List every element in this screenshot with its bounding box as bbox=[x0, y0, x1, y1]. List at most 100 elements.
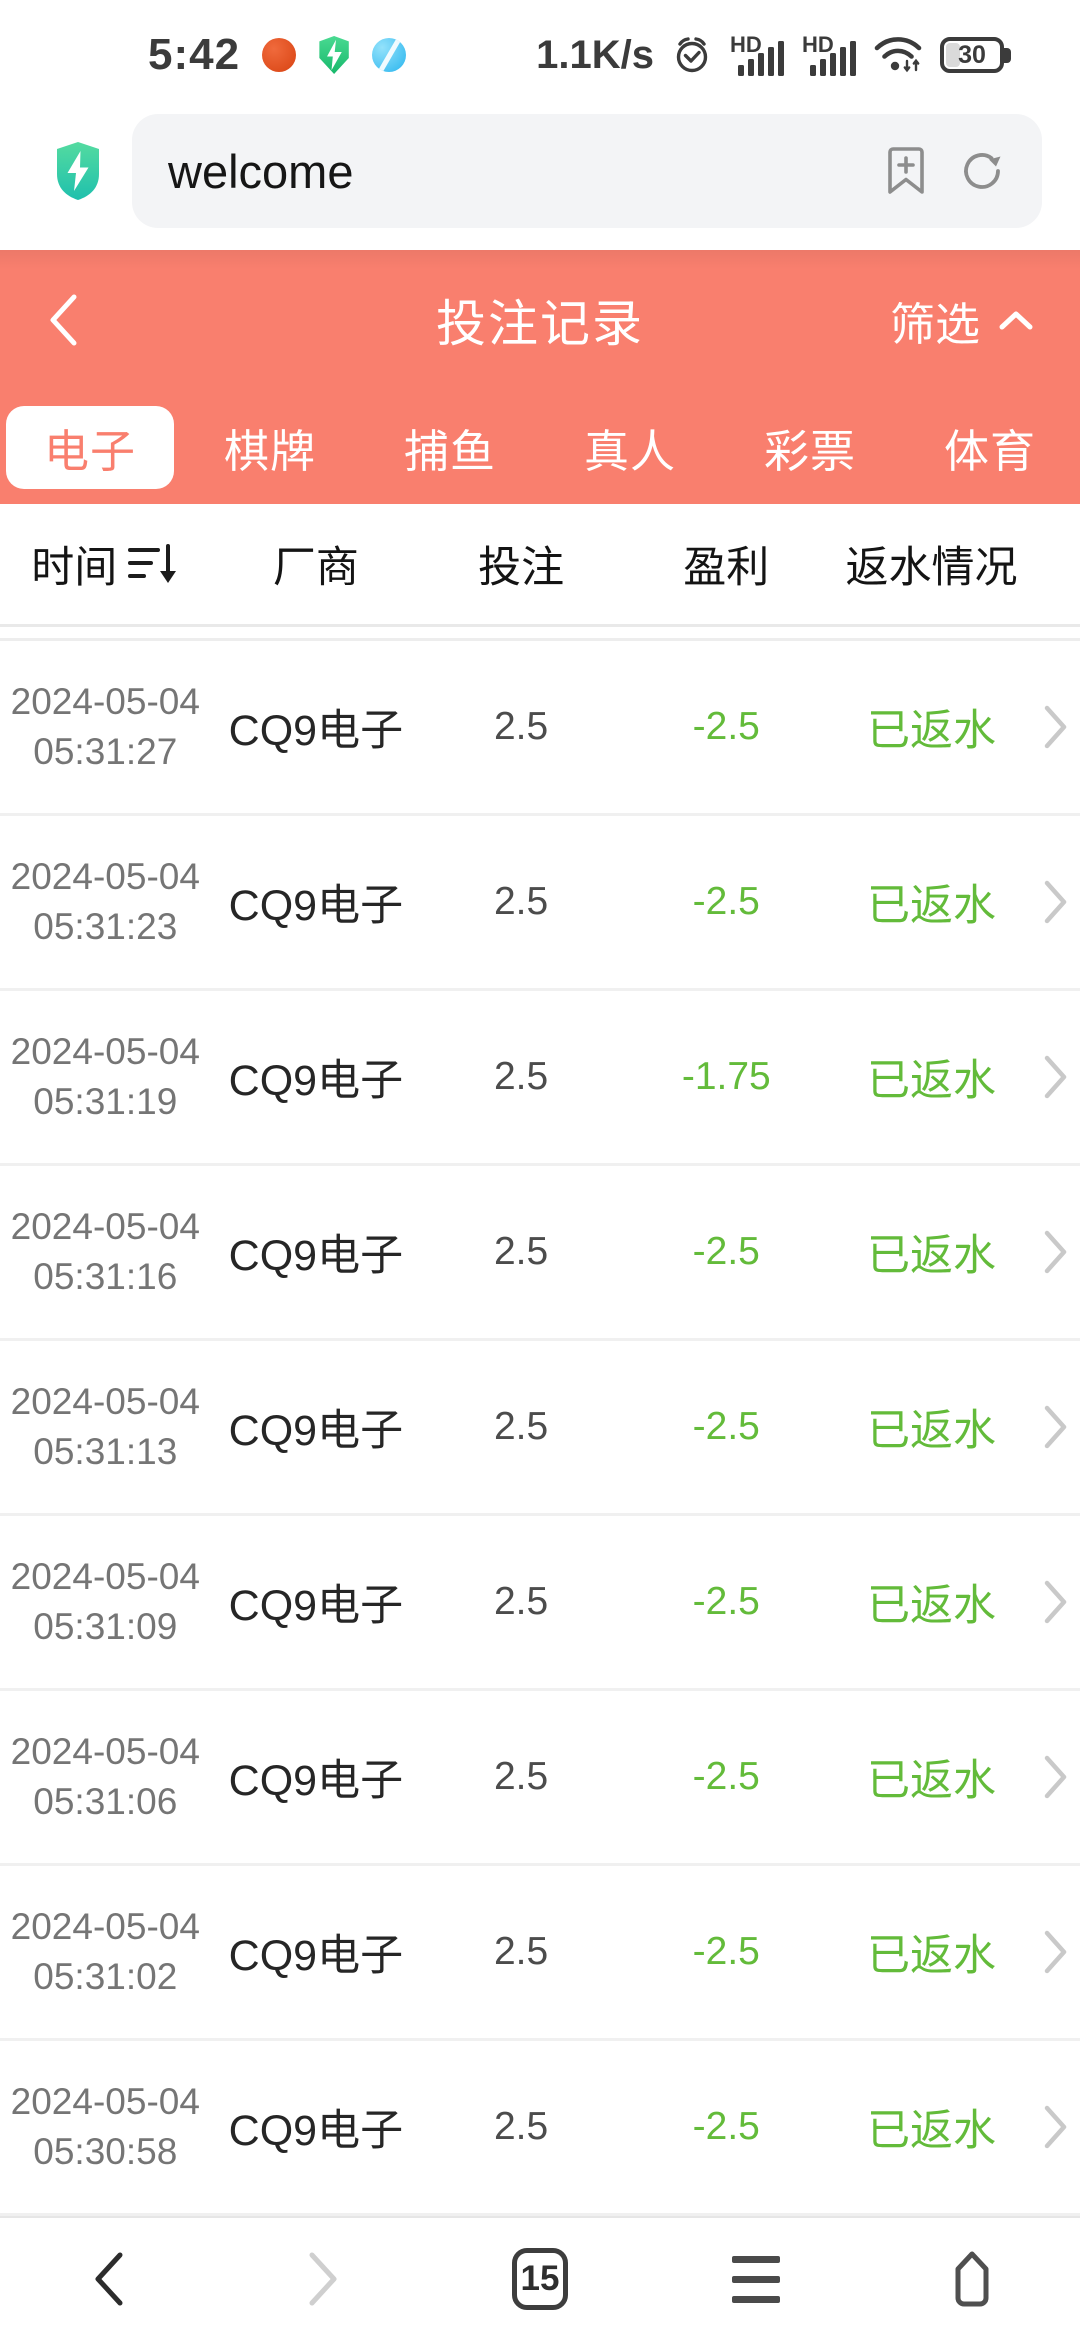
url-bar[interactable]: welcome bbox=[132, 114, 1042, 228]
row-chevron-icon bbox=[1044, 1055, 1066, 1099]
bet-time-cell: 2024-05-04 05:31:19 bbox=[0, 1027, 211, 1127]
row-chevron-icon bbox=[1044, 705, 1066, 749]
bet-amount-cell: 2.5 bbox=[421, 1580, 621, 1624]
bet-amount-cell: 2.5 bbox=[421, 1405, 621, 1449]
tab-5[interactable]: 体育 bbox=[900, 406, 1080, 489]
bet-date: 2024-05-04 bbox=[10, 1731, 200, 1773]
table-row[interactable]: 2024-05-04 05:31:13 CQ9电子 2.5 -2.5 已返水 bbox=[0, 1341, 1080, 1516]
table-row[interactable]: 2024-05-04 05:30:58 CQ9电子 2.5 -2.5 已返水 bbox=[0, 2041, 1080, 2216]
table-row[interactable]: 2024-05-04 05:31:19 CQ9电子 2.5 -1.75 已返水 bbox=[0, 991, 1080, 1166]
table-header: 时间 厂商 投注 盈利 返水情况 bbox=[0, 504, 1080, 627]
nav-back-button[interactable] bbox=[0, 2250, 216, 2308]
nav-back-icon bbox=[95, 2252, 123, 2306]
browser-bottom-nav: 15 bbox=[0, 2216, 1080, 2340]
profit-value: -2.5 bbox=[692, 1230, 760, 1273]
profit-value: -2.5 bbox=[692, 1580, 760, 1623]
profit-cell: -2.5 bbox=[621, 1580, 832, 1624]
bet-records-list[interactable]: 2024-05-04 05:31:27 CQ9电子 2.5 -2.5 已返水 2024-05… bbox=[0, 627, 1080, 2216]
column-header-label: 厂商 bbox=[272, 544, 359, 592]
rebate-status: 已返水 bbox=[866, 707, 996, 755]
nav-forward-button[interactable] bbox=[216, 2250, 432, 2308]
vendor-cell: CQ9电子 bbox=[211, 1921, 422, 1983]
vendor-name: CQ9电子 bbox=[228, 1757, 404, 1805]
nav-home-button[interactable] bbox=[864, 2250, 1080, 2308]
row-chevron-icon bbox=[1044, 880, 1066, 924]
profit-cell: -2.5 bbox=[621, 1755, 832, 1799]
table-row[interactable]: 2024-05-04 05:31:02 CQ9电子 2.5 -2.5 已返水 bbox=[0, 1866, 1080, 2041]
vendor-cell: CQ9电子 bbox=[211, 1746, 422, 1808]
bookmark-add-icon[interactable] bbox=[884, 145, 928, 197]
status-bar-left: 5:42 bbox=[148, 30, 407, 80]
profit-cell: -2.5 bbox=[621, 705, 832, 749]
column-header-1: 厂商 bbox=[211, 533, 422, 595]
tab-1[interactable]: 棋牌 bbox=[180, 406, 360, 489]
rebate-status: 已返水 bbox=[866, 1932, 996, 1980]
home-icon bbox=[955, 2251, 989, 2307]
column-header-4: 返水情况 bbox=[832, 533, 1032, 595]
signal-sim1-icon: HD bbox=[730, 32, 784, 78]
bet-amount-cell: 2.5 bbox=[421, 880, 621, 924]
bet-amount: 2.5 bbox=[493, 2105, 549, 2148]
row-chevron[interactable] bbox=[1031, 1054, 1080, 1100]
vendor-name: CQ9电子 bbox=[228, 707, 404, 755]
url-text[interactable]: welcome bbox=[168, 144, 354, 198]
wifi-icon bbox=[874, 37, 922, 73]
row-chevron[interactable] bbox=[1031, 1754, 1080, 1800]
filter-button[interactable]: 筛选 bbox=[890, 288, 1034, 353]
table-row[interactable]: 2024-05-04 05:31:09 CQ9电子 2.5 -2.5 已返水 bbox=[0, 1516, 1080, 1691]
status-bar: 5:42 1.1K/s HD HD bbox=[0, 0, 1080, 100]
tab-0[interactable]: 电子 bbox=[0, 405, 180, 489]
profit-value: -2.5 bbox=[692, 1755, 760, 1798]
bet-timestamp: 05:30:58 bbox=[33, 2131, 178, 2172]
row-chevron[interactable] bbox=[1031, 704, 1080, 750]
table-row[interactable]: 2024-05-04 05:31:27 CQ9电子 2.5 -2.5 已返水 bbox=[0, 641, 1080, 816]
column-header-0[interactable]: 时间 bbox=[0, 533, 211, 595]
bet-time-cell: 2024-05-04 05:31:23 bbox=[0, 852, 211, 952]
bet-amount: 2.5 bbox=[493, 1755, 549, 1798]
tab-2[interactable]: 捕鱼 bbox=[360, 406, 540, 489]
category-tabs: 电子 棋牌 捕鱼 真人 彩票 体育 bbox=[0, 390, 1080, 504]
bet-amount: 2.5 bbox=[493, 1580, 549, 1623]
tab-3[interactable]: 真人 bbox=[540, 406, 720, 489]
vendor-cell: CQ9电子 bbox=[211, 1046, 422, 1108]
tab-4[interactable]: 彩票 bbox=[720, 406, 900, 489]
row-chevron[interactable] bbox=[1031, 2104, 1080, 2150]
vendor-cell: CQ9电子 bbox=[211, 2096, 422, 2158]
scrolled-row-sliver bbox=[0, 627, 1080, 641]
row-chevron[interactable] bbox=[1031, 1579, 1080, 1625]
bet-time-cell: 2024-05-04 05:31:27 bbox=[0, 677, 211, 777]
security-shield-icon[interactable] bbox=[54, 140, 102, 202]
table-row[interactable]: 2024-05-04 05:31:23 CQ9电子 2.5 -2.5 已返水 bbox=[0, 816, 1080, 991]
bet-amount-cell: 2.5 bbox=[421, 1755, 621, 1799]
bet-time-cell: 2024-05-04 05:31:06 bbox=[0, 1727, 211, 1827]
status-bar-right: 1.1K/s HD HD bbox=[536, 32, 1011, 78]
bet-amount-cell: 2.5 bbox=[421, 1230, 621, 1274]
back-icon[interactable] bbox=[46, 292, 80, 348]
row-chevron-icon bbox=[1044, 2105, 1066, 2149]
browser-bar: welcome bbox=[0, 100, 1080, 250]
profit-cell: -2.5 bbox=[621, 880, 832, 924]
bet-amount: 2.5 bbox=[493, 1405, 549, 1448]
nav-menu-button[interactable] bbox=[648, 2255, 864, 2303]
nav-tabs-button[interactable]: 15 bbox=[432, 2248, 648, 2310]
row-chevron[interactable] bbox=[1031, 1229, 1080, 1275]
profit-value: -2.5 bbox=[692, 880, 760, 923]
table-row[interactable]: 2024-05-04 05:31:06 CQ9电子 2.5 -2.5 已返水 bbox=[0, 1691, 1080, 1866]
rebate-cell: 已返水 bbox=[832, 1571, 1032, 1633]
vendor-cell: CQ9电子 bbox=[211, 1571, 422, 1633]
bet-timestamp: 05:31:16 bbox=[33, 1256, 178, 1297]
column-header-label: 返水情况 bbox=[845, 544, 1018, 592]
globe-app-icon bbox=[372, 38, 407, 72]
vendor-name: CQ9电子 bbox=[228, 1582, 404, 1630]
refresh-icon[interactable] bbox=[958, 147, 1006, 195]
rebate-status: 已返水 bbox=[866, 1057, 996, 1105]
row-chevron[interactable] bbox=[1031, 879, 1080, 925]
row-chevron[interactable] bbox=[1031, 1929, 1080, 1975]
row-chevron[interactable] bbox=[1031, 1404, 1080, 1450]
table-row[interactable]: 2024-05-04 05:31:16 CQ9电子 2.5 -2.5 已返水 bbox=[0, 1166, 1080, 1341]
column-header-2: 投注 bbox=[421, 533, 621, 595]
rebate-cell: 已返水 bbox=[832, 1221, 1032, 1283]
clock-time: 5:42 bbox=[148, 30, 241, 79]
tab-label: 电子 bbox=[5, 405, 174, 489]
bet-timestamp: 05:31:23 bbox=[33, 906, 178, 947]
